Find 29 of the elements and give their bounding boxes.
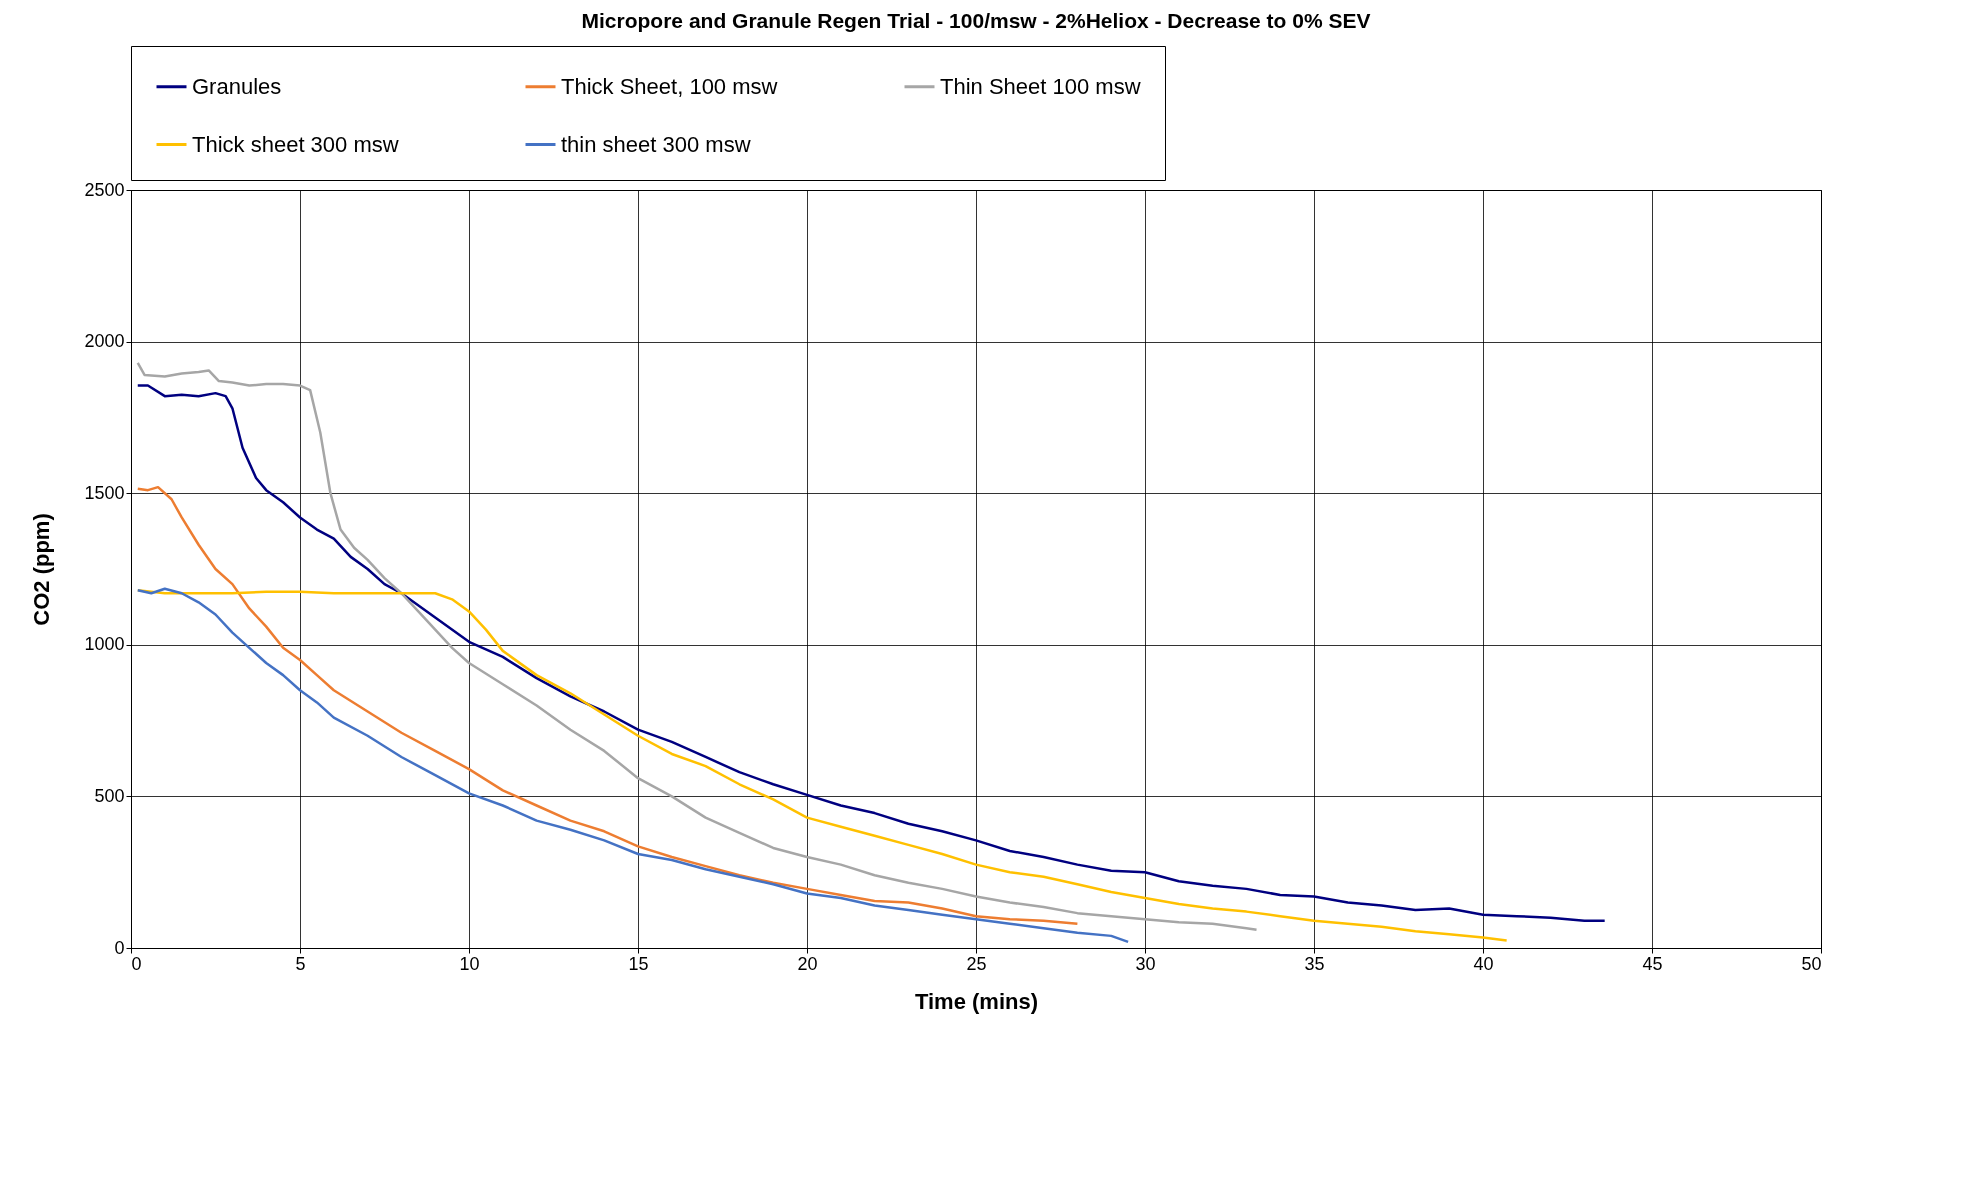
legend-label: Thick Sheet, 100 msw [561, 73, 778, 99]
x-tick-label: 50 [1801, 953, 1822, 974]
y-axis-title: CO2 (ppm) [29, 513, 55, 626]
x-tick-label: 10 [459, 953, 480, 974]
y-tick-label: 500 [94, 785, 125, 806]
x-tick-label: 0 [131, 953, 142, 974]
x-tick-label: 35 [1304, 953, 1325, 974]
legend-label: Thick sheet 300 msw [192, 131, 399, 157]
x-tick-label: 40 [1473, 953, 1494, 974]
x-tick-label: 30 [1135, 953, 1156, 974]
line-series [136, 361, 1258, 932]
x-tick-label: 20 [797, 953, 818, 974]
line-series [136, 485, 1079, 925]
legend-label: Thin Sheet 100 msw [940, 73, 1141, 99]
y-tick-label: 2000 [84, 331, 125, 352]
legend-label: thin sheet 300 msw [561, 131, 751, 157]
line-series [136, 384, 1606, 922]
x-tick-label: 15 [628, 953, 649, 974]
y-tick-label: 1000 [84, 634, 125, 655]
x-axis-title: Time (mins) [914, 988, 1039, 1014]
x-tick-label: 25 [966, 953, 987, 974]
legend-label: Granules [192, 73, 282, 99]
x-tick-label: 45 [1642, 953, 1663, 974]
line-series [136, 587, 1130, 944]
y-tick-label: 1500 [84, 482, 125, 503]
y-tick-label: 2500 [84, 179, 125, 200]
chart-title: Micropore and Granule Regen Trial - 100/msw - 2%Heliox - Decrease to 0% SEV [581, 8, 1371, 32]
x-tick-label: 5 [295, 953, 306, 974]
y-tick-label: 0 [114, 937, 125, 958]
